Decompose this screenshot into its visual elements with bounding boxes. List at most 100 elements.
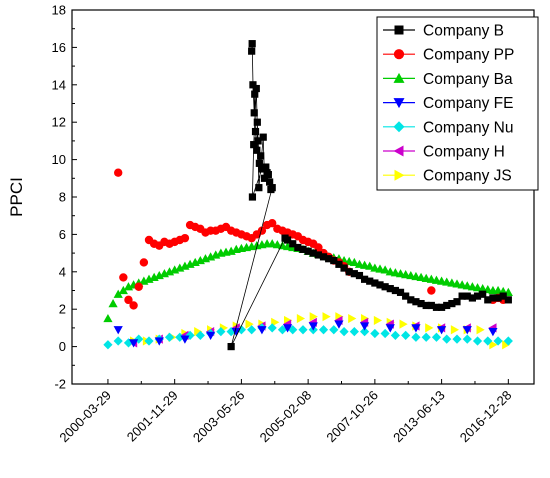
data-point [330, 256, 338, 265]
data-point [262, 163, 270, 171]
data-point [479, 290, 487, 298]
data-point [227, 343, 235, 351]
data-point [402, 292, 410, 300]
x-tick-label: 2000-03-29 [56, 388, 114, 446]
data-point [248, 193, 257, 201]
data-point [119, 273, 128, 282]
y-tick-label: 16 [52, 40, 66, 55]
data-point [108, 298, 118, 308]
y-axis-label: PPCI [7, 177, 26, 217]
data-point [411, 324, 421, 333]
data-point [489, 340, 498, 350]
data-point [385, 324, 395, 333]
y-tick-label: 18 [52, 3, 66, 18]
data-point [180, 233, 190, 243]
series-company-fe [113, 320, 498, 348]
data-point [349, 327, 359, 337]
y-tick-label: 0 [59, 339, 66, 354]
data-point [253, 118, 261, 126]
data-point [360, 322, 370, 331]
data-point [483, 336, 493, 346]
data-point [154, 337, 164, 346]
legend-marker [393, 98, 405, 109]
data-point [103, 313, 113, 323]
data-point [288, 325, 298, 335]
data-point [370, 328, 380, 339]
data-point [113, 326, 123, 335]
data-point [339, 327, 349, 337]
data-point [325, 255, 333, 263]
data-point [245, 319, 254, 329]
data-point [231, 328, 241, 337]
data-point [249, 81, 257, 89]
data-point [250, 141, 258, 149]
data-point [348, 313, 357, 324]
legend-marker [393, 121, 405, 133]
data-point [401, 330, 411, 340]
legend-item: Company Ba [383, 71, 513, 88]
data-point [260, 174, 269, 182]
data-point [493, 336, 503, 346]
data-point [329, 325, 339, 335]
data-point [386, 285, 394, 293]
data-point [443, 301, 451, 310]
data-point [296, 313, 306, 324]
data-point [268, 184, 276, 192]
data-point [422, 301, 430, 310]
data-point [360, 327, 370, 337]
legend: Company B Company PP Company Ba Company FE C… [376, 16, 539, 191]
data-point [472, 336, 483, 346]
data-point [266, 178, 274, 186]
data-point [335, 260, 343, 268]
data-point [268, 218, 277, 228]
legend-item: Company Nu [383, 119, 513, 136]
data-point [251, 90, 259, 98]
y-tick-label: -2 [54, 377, 66, 392]
data-point [504, 296, 512, 304]
data-point [380, 328, 390, 339]
data-point [304, 247, 312, 255]
data-point [376, 281, 384, 289]
data-point [258, 165, 266, 173]
data-point [264, 170, 272, 179]
data-point [226, 327, 236, 337]
y-tick-label: 14 [52, 77, 66, 92]
legend-label: Company FE [423, 95, 513, 112]
legend-item: Company FE [383, 95, 513, 112]
data-point [463, 292, 471, 300]
data-point [180, 335, 190, 344]
data-point [499, 292, 507, 300]
x-tick-label: 2005-02-08 [257, 388, 315, 446]
data-point [462, 326, 472, 335]
data-point [421, 332, 431, 342]
legend-marker [394, 25, 404, 35]
data-point [473, 292, 482, 300]
data-point [411, 332, 421, 342]
data-point [412, 298, 420, 306]
data-point [458, 292, 466, 300]
data-point [399, 319, 408, 329]
data-point [476, 325, 485, 335]
data-point [283, 324, 293, 333]
data-point [124, 295, 133, 305]
data-point [253, 146, 261, 154]
data-point [289, 240, 297, 248]
legend-label: Company JS [423, 168, 512, 185]
data-point [462, 334, 472, 344]
data-point [453, 298, 461, 306]
data-point [284, 236, 292, 244]
data-point [309, 249, 317, 257]
legend-box [376, 16, 539, 191]
data-point [308, 322, 318, 331]
data-point [175, 332, 185, 342]
legend-label: Company Nu [423, 119, 513, 136]
x-tick-label: 2013-06-13 [390, 388, 448, 446]
legend-label: Company PP [423, 47, 514, 64]
data-point [484, 296, 492, 304]
data-point [139, 258, 149, 267]
legend-item: Company B [383, 23, 504, 40]
data-point [118, 285, 128, 295]
series-company-b [227, 40, 512, 351]
legend-marker [393, 72, 405, 83]
